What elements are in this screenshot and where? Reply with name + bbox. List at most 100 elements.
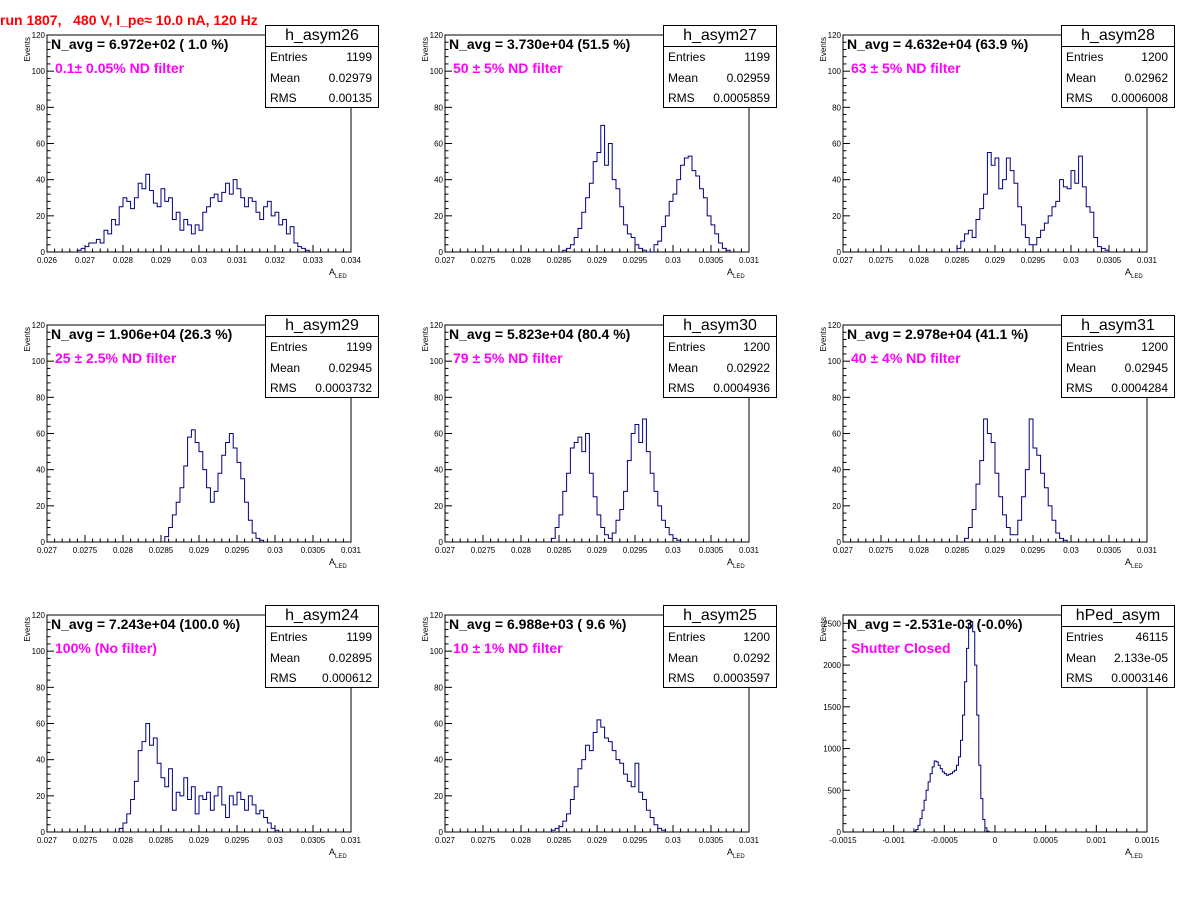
stat-row-entries: Entries 1199 — [668, 47, 770, 67]
x-tick-label: 0.03 — [665, 546, 681, 555]
histogram-line-h_asym26 — [76, 173, 310, 252]
x-tick-label: 0.031 — [739, 546, 760, 555]
x-tick-label: 0.028 — [511, 836, 532, 845]
x-tick-label: 0.0285 — [945, 546, 970, 555]
stat-row-rms: RMS 0.0004284 — [1066, 378, 1168, 398]
y-axis-label: Events — [23, 37, 32, 61]
y-tick-label: 40 — [434, 176, 443, 185]
y-tick-label: 40 — [832, 466, 841, 475]
stats-box: h_asym28 Entries 1200 Mean 0.02962 RMS 0.00060… — [1061, 25, 1175, 108]
stat-row-rms: RMS 0.000612 — [270, 668, 372, 688]
x-tick-label: 0.0285 — [547, 256, 572, 265]
stat-value-rms: 0.0006008 — [1111, 91, 1168, 105]
stats-box: h_asym31 Entries 1200 Mean 0.02945 RMS 0.00042… — [1061, 315, 1175, 398]
y-tick-label: 0 — [41, 248, 46, 257]
x-tick-label: 0.0295 — [623, 836, 648, 845]
stat-value-entries: 1200 — [743, 630, 770, 644]
navg-label: N_avg = -2.531e-03 (-0.0%) — [847, 616, 1023, 632]
y-tick-label: 60 — [832, 140, 841, 149]
histogram-svg: 0.027 0.0275 0.028 0.0285 0.029 0.0295 0.03 0.0… — [421, 321, 760, 570]
x-tick-label: 0.0295 — [225, 546, 250, 555]
y-tick-label: 40 — [434, 756, 443, 765]
x-tick-label: 0.028 — [113, 256, 134, 265]
y-tick-label: 0 — [837, 828, 842, 837]
y-tick-label: 0 — [837, 538, 842, 547]
x-tick-label: 0.0305 — [301, 836, 326, 845]
y-tick-label: 80 — [832, 103, 841, 112]
y-tick-label: 60 — [434, 430, 443, 439]
x-tick-label: 0.0295 — [1021, 546, 1046, 555]
stat-value-entries: 1199 — [346, 50, 372, 64]
x-tick-label: 0.027 — [435, 546, 456, 555]
x-tick-label: 0.027 — [37, 546, 58, 555]
x-tick-label: 0.0275 — [869, 256, 894, 265]
stat-value-rms: 0.0004284 — [1111, 381, 1168, 395]
y-tick-label: 100 — [32, 67, 46, 76]
stat-value-rms: 0.00135 — [328, 91, 372, 105]
y-tick-label: 2000 — [823, 661, 841, 670]
stat-value-entries: 1199 — [346, 340, 372, 354]
stat-row-mean: Mean 0.02959 — [668, 68, 770, 88]
x-tick-label: 0.03 — [191, 256, 207, 265]
stat-row-mean: Mean 2.133e-05 — [1066, 648, 1168, 668]
y-tick-label: 20 — [832, 502, 841, 511]
x-tick-label: 0.0275 — [471, 546, 496, 555]
stat-row-rms: RMS 0.0004936 — [668, 378, 770, 398]
x-tick-label: 0.029 — [587, 546, 608, 555]
stat-row-entries: Entries 1200 — [668, 627, 770, 647]
x-tick-label: 0.0275 — [73, 836, 98, 845]
histogram-svg: 0.027 0.0275 0.028 0.0285 0.029 0.0295 0.03 0.0… — [421, 611, 760, 860]
x-tick-label: 0.027 — [435, 836, 456, 845]
stat-value-entries: 1200 — [1141, 340, 1168, 354]
stats-box: h_asym26 Entries 1199 Mean 0.02979 RMS 0.00135 — [265, 25, 379, 108]
y-tick-label: 80 — [36, 103, 45, 112]
x-tick-label: 0.0015 — [1135, 836, 1160, 845]
stat-label-mean: Mean — [270, 651, 301, 665]
x-axis-label: ALED — [329, 557, 347, 570]
y-tick-label: 60 — [36, 430, 45, 439]
y-tick-label: 120 — [430, 321, 444, 330]
y-tick-label: 80 — [36, 683, 45, 692]
x-tick-label: 0.031 — [227, 256, 248, 265]
x-axis-label: ALED — [1125, 267, 1143, 280]
x-tick-label: -0.0015 — [829, 836, 857, 845]
y-axis-label: Events — [421, 37, 430, 61]
x-tick-label: 0.029 — [587, 256, 608, 265]
histogram-panel-h_asym25: 0.027 0.0275 0.028 0.0285 0.029 0.0295 0.03 0.0… — [398, 605, 796, 898]
x-tick-label: 0.0305 — [699, 836, 724, 845]
x-tick-label: 0.0285 — [149, 546, 174, 555]
stat-row-rms: RMS 0.0006008 — [1066, 88, 1168, 108]
y-tick-label: 60 — [36, 140, 45, 149]
y-tick-label: 2500 — [823, 619, 841, 628]
x-tick-label: 0.031 — [739, 256, 760, 265]
stat-label-rms: RMS — [270, 381, 297, 395]
y-tick-label: 120 — [828, 31, 842, 40]
histogram-name: hPed_asym — [1062, 606, 1174, 627]
x-tick-label: 0.0295 — [1021, 256, 1046, 265]
x-tick-label: 0.027 — [833, 546, 854, 555]
filter-label: 0.1± 0.05% ND filter — [55, 60, 185, 76]
x-tick-label: 0.0275 — [869, 546, 894, 555]
y-tick-label: 80 — [434, 683, 443, 692]
histogram-name: h_asym31 — [1062, 316, 1174, 337]
y-tick-label: 60 — [434, 140, 443, 149]
x-tick-label: 0.03 — [267, 836, 283, 845]
stats-box: h_asym27 Entries 1199 Mean 0.02959 RMS 0.00058… — [663, 25, 777, 108]
x-axis-label: ALED — [727, 557, 745, 570]
stat-label-rms: RMS — [668, 91, 695, 105]
y-tick-label: 20 — [36, 792, 45, 801]
x-tick-label: 0.029 — [985, 256, 1006, 265]
stat-value-mean: 0.02945 — [1124, 361, 1168, 375]
histogram-line-h_asym30 — [550, 418, 682, 542]
stat-label-mean: Mean — [1066, 71, 1097, 85]
stat-label-rms: RMS — [270, 91, 297, 105]
x-axis-label: ALED — [727, 267, 745, 280]
navg-label: N_avg = 4.632e+04 (63.9 %) — [847, 36, 1029, 52]
stat-row-mean: Mean 0.02922 — [668, 358, 770, 378]
x-tick-label: 0.0285 — [149, 836, 174, 845]
histogram-name: h_asym30 — [664, 316, 776, 337]
histogram-line-hPed_asym — [913, 621, 990, 832]
stat-value-rms: 0.0005859 — [713, 91, 770, 105]
stat-value-rms: 0.000612 — [321, 671, 372, 685]
y-tick-label: 120 — [828, 321, 842, 330]
